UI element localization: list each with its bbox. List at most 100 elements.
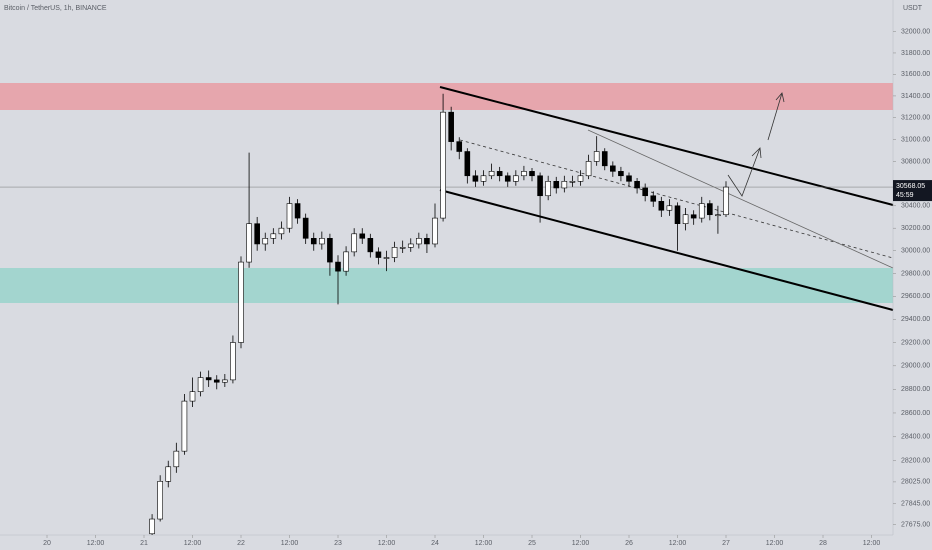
candle-body	[601, 151, 608, 167]
candle-body	[618, 171, 624, 177]
candle-body	[254, 223, 260, 245]
x-tick-label: 26	[625, 540, 633, 547]
x-tick-label: 20	[43, 540, 51, 547]
y-tick-label: 29600.00	[901, 293, 930, 300]
candle-body	[375, 251, 382, 258]
y-tick-label: 31400.00	[901, 93, 930, 100]
x-tick-label: 12:00	[572, 540, 590, 547]
countdown-label: 45:59	[896, 192, 914, 199]
candle-body	[432, 217, 438, 245]
candle-body	[504, 175, 511, 182]
candle-body	[302, 217, 309, 239]
candle-body	[391, 247, 398, 258]
candle-body	[367, 238, 374, 253]
resistance-zone	[0, 83, 893, 110]
arrow-head	[751, 147, 762, 159]
x-tick-label: 21	[140, 540, 148, 547]
y-tick-label: 28400.00	[901, 434, 930, 441]
x-tick-label: 12:00	[87, 540, 105, 547]
candle-body	[327, 238, 333, 263]
candle-body	[189, 391, 196, 402]
x-tick-label: 12:00	[184, 540, 202, 547]
candle-body	[197, 377, 204, 392]
x-tick-label: 24	[431, 540, 439, 547]
x-tick-label: 12:00	[378, 540, 396, 547]
x-tick-label: 12:00	[863, 540, 881, 547]
candle-body	[674, 205, 681, 224]
y-tick-label: 31000.00	[901, 136, 930, 143]
candle-body	[650, 195, 657, 202]
candle-body	[537, 175, 543, 197]
y-tick-label: 27845.00	[901, 501, 930, 508]
x-tick-label: 12:00	[281, 540, 299, 547]
x-tick-label: 23	[334, 540, 342, 547]
candle-body	[286, 203, 293, 229]
candle-body	[278, 227, 285, 235]
candle-body	[407, 243, 414, 248]
y-tick-label: 29200.00	[901, 339, 930, 346]
candle-body	[383, 257, 390, 259]
y-tick-label: 30200.00	[901, 225, 930, 232]
price-tag-label: 30568.05	[896, 183, 925, 190]
candle-body	[521, 171, 527, 177]
candle-body	[464, 151, 471, 177]
candle-body	[666, 205, 673, 211]
candle-body	[682, 214, 689, 224]
candle-body	[553, 181, 560, 189]
candle-body	[529, 171, 535, 177]
candle-body	[205, 377, 212, 381]
candle-body	[723, 186, 729, 216]
candle-body	[310, 238, 317, 245]
candle-body	[610, 165, 616, 172]
trend-line	[587, 129, 894, 269]
candle-body	[513, 175, 519, 182]
candle-body	[416, 238, 422, 245]
candle-body	[294, 203, 301, 219]
candle-body	[343, 251, 349, 272]
y-tick-label: 30000.00	[901, 248, 930, 255]
x-tick-label: 22	[237, 540, 245, 547]
y-tick-label: 29400.00	[901, 316, 930, 323]
x-tick-label: 25	[528, 540, 536, 547]
candle-body	[222, 379, 228, 383]
candle-body	[319, 238, 325, 245]
candle-body	[658, 201, 665, 211]
candle-body	[634, 181, 640, 189]
y-tick-label: 31800.00	[901, 50, 930, 57]
candle-body	[238, 261, 244, 343]
x-tick-label: 27	[722, 540, 730, 547]
y-tick-label: 27675.00	[901, 521, 930, 528]
candle-body	[593, 151, 600, 162]
candle-body	[149, 518, 155, 535]
candle-body	[698, 203, 705, 219]
candle-body	[448, 111, 454, 142]
x-tick-label: 12:00	[669, 540, 687, 547]
projection-arrow	[767, 92, 783, 141]
candle-body	[213, 379, 220, 383]
y-tick-label: 28025.00	[901, 479, 930, 486]
channel-upper	[439, 86, 894, 206]
candle-body	[399, 247, 406, 249]
candle-body	[626, 175, 632, 182]
x-tick-label: 12:00	[766, 540, 784, 547]
candle-body	[561, 181, 568, 189]
candle-body	[488, 171, 495, 177]
candle-body	[707, 203, 713, 216]
candle-body	[569, 181, 576, 183]
candle-body	[472, 175, 479, 182]
candle-body	[480, 175, 487, 182]
y-tick-label: 30800.00	[901, 158, 930, 165]
y-tick-label: 29800.00	[901, 270, 930, 277]
candle-body	[173, 450, 180, 468]
x-tick-label: 28	[819, 540, 827, 547]
support-zone	[0, 268, 893, 303]
candle-body	[165, 466, 172, 482]
candle-body	[246, 223, 252, 263]
channel-lower	[439, 189, 894, 311]
candle-body	[424, 238, 430, 245]
candle-body	[335, 261, 341, 272]
channel-mid	[459, 139, 894, 259]
candle-body	[715, 214, 721, 217]
y-tick-label: 28200.00	[901, 458, 930, 465]
